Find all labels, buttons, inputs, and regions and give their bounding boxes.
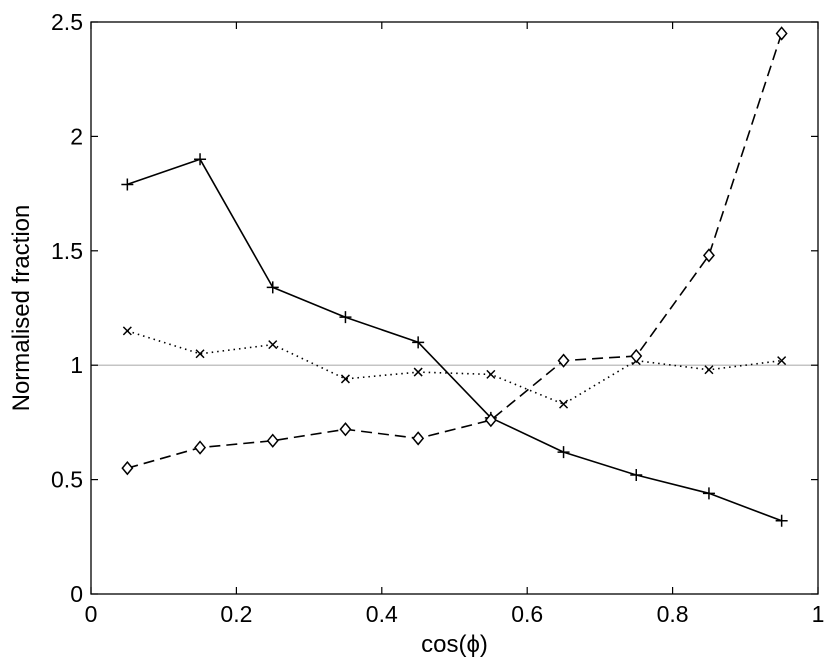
y-tick-label: 2 — [70, 123, 83, 149]
x-tick-label: 1 — [812, 601, 825, 627]
y-tick-label: 0 — [70, 581, 83, 607]
x-tick-label: 0 — [85, 601, 98, 627]
series-1-marker — [121, 178, 134, 191]
plot-frame — [90, 21, 819, 595]
series-1-marker — [557, 446, 570, 459]
series-1-marker — [775, 514, 788, 527]
series-line-1 — [127, 158, 782, 522]
series-1-marker — [630, 469, 643, 482]
y-axis-label: Normalised fraction — [8, 205, 35, 412]
series-3-marker — [194, 440, 207, 455]
x-tick-label: 0.4 — [366, 601, 398, 627]
series-3-marker — [557, 353, 570, 368]
series-2-marker — [777, 356, 787, 366]
x-axis-label: cos(ϕ) — [421, 631, 488, 658]
series-1-marker — [702, 487, 715, 500]
y-tick-label: 0.5 — [51, 467, 83, 493]
series-1-marker — [412, 336, 425, 349]
series-3-marker — [630, 348, 643, 364]
series-3-marker — [266, 433, 279, 448]
series-line-2 — [127, 330, 782, 405]
series-3-marker — [775, 26, 788, 41]
series-3-marker — [484, 412, 497, 428]
series-2-marker — [195, 349, 205, 359]
series-2-marker — [559, 399, 569, 409]
series-2-marker — [268, 340, 278, 350]
series-1-marker — [266, 281, 279, 294]
series-1-marker — [339, 311, 352, 324]
x-tick-label: 0.6 — [511, 601, 543, 627]
y-tick-label: 1 — [70, 352, 83, 378]
series-line-3 — [127, 33, 783, 469]
series-3-marker — [702, 248, 715, 263]
series-2-marker — [413, 367, 423, 377]
series-2-marker — [122, 326, 132, 336]
series-2-marker — [340, 374, 350, 384]
y-tick-label: 1.5 — [51, 238, 83, 264]
series-3-marker — [121, 460, 134, 476]
x-tick-label: 0.2 — [220, 601, 252, 627]
x-tick-label: 0.8 — [657, 601, 689, 627]
y-tick-label: 2.5 — [51, 9, 83, 35]
series-3-marker — [339, 422, 352, 437]
series-2-marker — [704, 365, 714, 375]
series-1-marker — [194, 153, 207, 166]
series-3-marker — [412, 431, 425, 446]
series-2-marker — [486, 369, 496, 379]
